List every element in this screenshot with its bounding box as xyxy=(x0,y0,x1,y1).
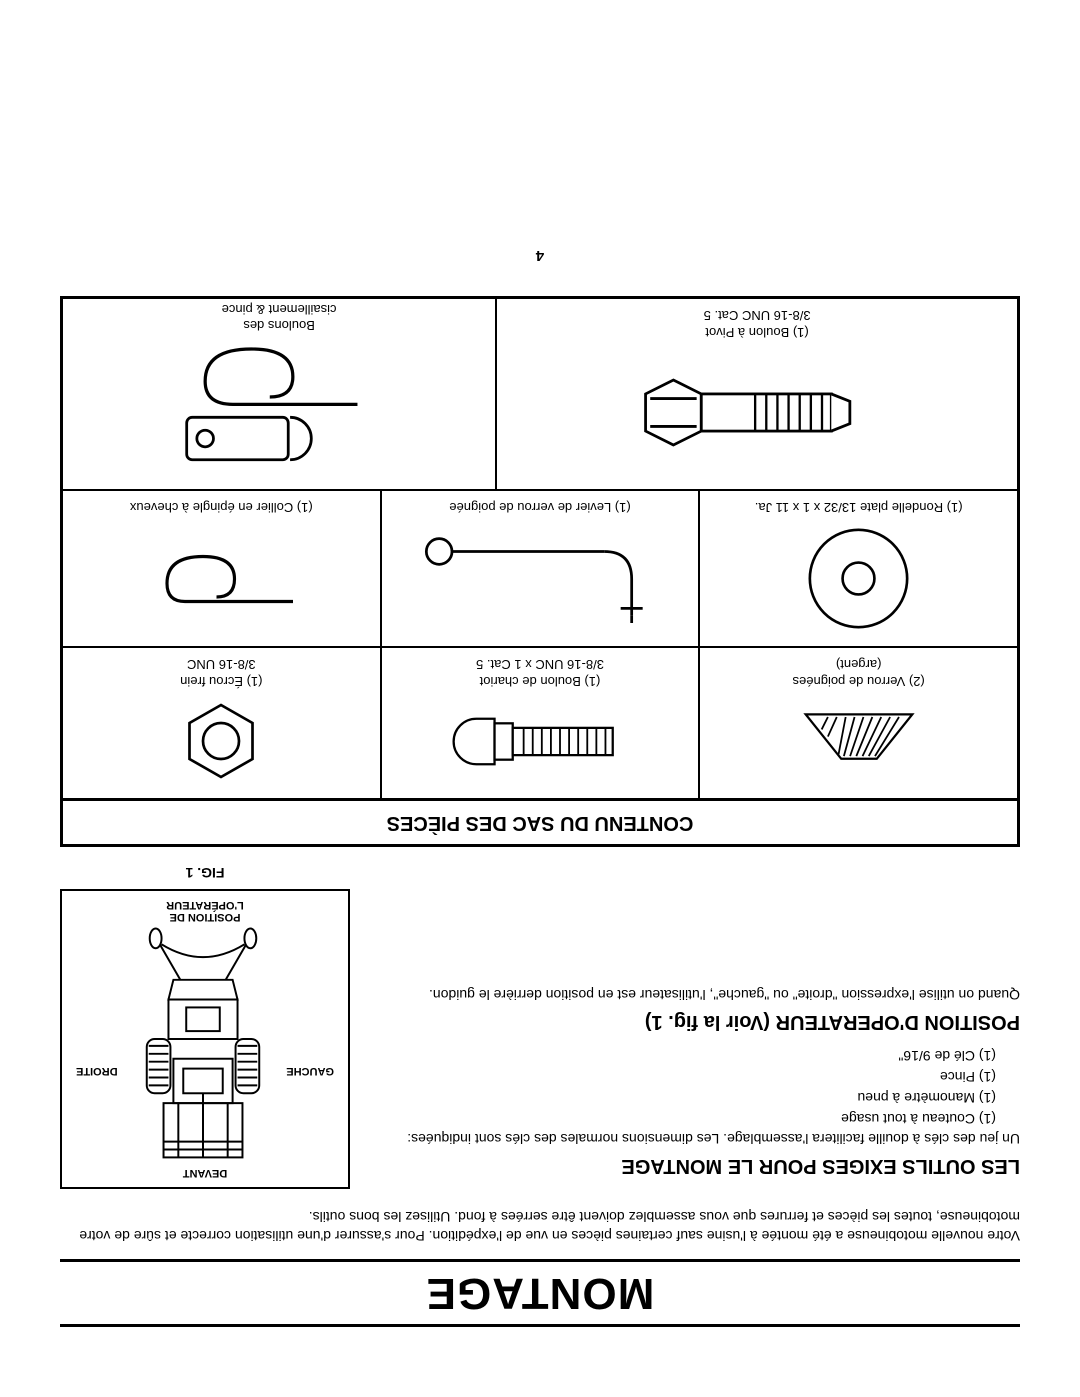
fig1-label-left: GAUCHE xyxy=(286,1065,334,1077)
operator-text: Quand on utilise l'expression "droite" o… xyxy=(374,985,1020,1004)
part-handle-lock: (2) Verrou de poignées (argent) xyxy=(698,648,1017,798)
tiller-icon xyxy=(58,891,348,1187)
tools-heading: LES OUTILS EXIGES POUR LE MONTAGE xyxy=(374,1154,1020,1177)
tool-item: (1) Manomètre à pneu xyxy=(374,1087,996,1108)
fig1-caption: FIG. 1 xyxy=(60,865,350,881)
part-lock-nut: (1) Écrou frein 3/8-16 UNC xyxy=(63,648,380,798)
part-flat-washer: (1) Rondelle plate 13/32 x 1 x 11 Ja. xyxy=(698,491,1017,646)
part-hairpin-clip: (1) Collier en épingle à cheveux xyxy=(63,491,380,646)
page-title: MONTAGE xyxy=(60,1268,1020,1318)
part-sublabel: (argent) xyxy=(836,657,882,672)
page-number: 4 xyxy=(60,247,1020,264)
part-label: (1) Boulon de chariot xyxy=(480,674,601,689)
washer-icon xyxy=(801,521,916,636)
part-handle-lock-lever: (1) Levier de verrou de poignée xyxy=(380,491,699,646)
part-shear-bolts: Boulons des cisaillement & pince xyxy=(63,299,495,489)
handle-lock-icon xyxy=(774,701,944,781)
tool-item: (1) Couteau à tout usage xyxy=(374,1108,996,1129)
parts-header: CONTENU DU SAC DES PIÈCES xyxy=(63,798,1017,844)
part-label: Boulons des xyxy=(243,318,315,333)
part-label: (2) Verrou de poignées xyxy=(793,674,925,689)
carriage-bolt-icon xyxy=(440,704,640,779)
part-label: (1) Écrou frein xyxy=(180,674,262,689)
lock-nut-icon xyxy=(171,696,271,786)
fig1-label-right: DROITE xyxy=(76,1065,118,1077)
part-sublabel: 3/8-16 UNC xyxy=(187,657,256,672)
tools-lead: Un jeu des clés à douille facilitera l'a… xyxy=(374,1129,1020,1148)
part-carriage-bolt: (1) Boulon de chariot 3/8-16 UNC x 1 Cat… xyxy=(380,648,699,798)
shear-pin-clip-icon xyxy=(159,339,399,479)
operator-heading: POSITION D'OPERATEUR (Voir la fig. 1) xyxy=(374,1010,1020,1033)
part-label: (1) Levier de verrou de poignée xyxy=(449,500,630,515)
hairpin-clip-icon xyxy=(131,529,311,629)
part-label: (1) Boulon à Pivot xyxy=(705,325,808,340)
tool-item: (1) Clé de 9/16" xyxy=(374,1045,996,1066)
part-pivot-bolt: (1) Boulon à Pivot 3/8-16 UNC Cat. 5 xyxy=(495,299,1017,489)
pivot-bolt-icon xyxy=(627,355,887,470)
tool-item: (1) Pince xyxy=(374,1066,996,1087)
part-sublabel: cisaillement & pince xyxy=(222,302,337,317)
figure-1: DEVANT GAUCHE DROITE POSITION DE L'OPÉRA… xyxy=(60,889,350,1189)
fig1-label-front: DEVANT xyxy=(62,1167,348,1179)
parts-bag-table: CONTENU DU SAC DES PIÈCES xyxy=(60,296,1020,847)
fig1-label-op-pos: POSITION DE L'OPÉRATEUR xyxy=(62,899,348,923)
part-sublabel: 3/8-16 UNC Cat. 5 xyxy=(704,308,811,323)
part-sublabel: 3/8-16 UNC x 1 Cat. 5 xyxy=(476,657,604,672)
intro-text: Votre nouvelle motobineuse a été montée … xyxy=(60,1207,1020,1245)
lever-icon xyxy=(410,524,670,634)
part-label: (1) Collier en épingle à cheveux xyxy=(130,500,313,515)
part-label: (1) Rondelle plate 13/32 x 1 x 11 Ja. xyxy=(755,500,963,515)
